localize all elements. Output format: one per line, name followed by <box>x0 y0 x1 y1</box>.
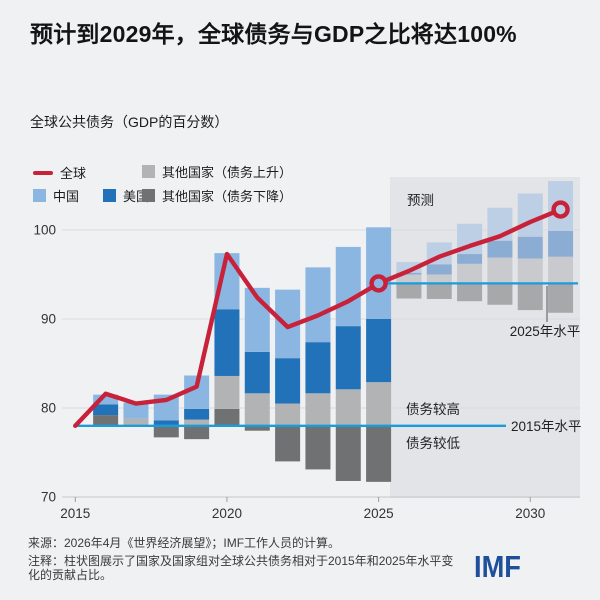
china-swatch <box>33 189 46 202</box>
bar-2020-us <box>214 309 240 376</box>
bar-2025-other_falling <box>366 425 392 482</box>
bar-2026-china <box>396 262 422 273</box>
page-title: 预计到2029年，全球债务与GDP之比将达100% <box>30 21 517 47</box>
debt-lower-label: 债务较低 <box>406 436 460 451</box>
bar-2022-other_falling <box>275 425 301 462</box>
legend-item-other-rising: 其他国家（债务上升） <box>142 162 292 181</box>
bar-2022-other_rising <box>275 403 301 426</box>
bar-2027-other_falling <box>426 283 452 299</box>
bar-2024-other_falling <box>335 425 361 481</box>
debt-higher-label: 债务较高 <box>406 401 460 417</box>
x-tick-label-2030: 2030 <box>515 506 545 521</box>
bar-2026-other_rising <box>396 274 422 284</box>
x-tick-label-2020: 2020 <box>212 506 242 521</box>
bar-2026-other_falling <box>396 283 422 299</box>
legend-item-global: 全球 <box>33 163 86 182</box>
bar-2019-other_rising <box>184 419 210 426</box>
bar-2031-other_falling <box>548 283 574 313</box>
bar-2031-us <box>548 230 574 257</box>
bar-2030-china <box>517 193 543 237</box>
bar-2030-us <box>517 236 543 259</box>
source-text: 来源：2026年4月《世界经济展望》；IMF工作人员的计算。 <box>28 536 341 550</box>
level-2015-label: 2015年水平 <box>511 419 582 434</box>
bar-2023-other_rising <box>305 393 331 426</box>
other-rising-swatch <box>142 165 155 178</box>
bar-2019-other_falling <box>184 425 210 440</box>
bar-2028-other_rising <box>457 263 483 284</box>
legend-item-other-falling: 其他国家（债务下降） <box>142 186 292 205</box>
bar-2023-us <box>305 342 331 394</box>
bar-2018-other_falling <box>153 425 179 438</box>
y-tick-label-70: 70 <box>41 490 56 505</box>
legend-item-china: 中国 <box>33 186 79 205</box>
legend-label-global: 全球 <box>60 166 87 181</box>
global-line <box>73 207 563 428</box>
bar-2029-us <box>487 240 513 258</box>
forecast-label: 预测 <box>407 193 434 208</box>
y-tick-label-90: 90 <box>41 312 56 327</box>
bar-2023-other_falling <box>305 425 331 470</box>
legend-label-other-rising: 其他国家（债务上升） <box>162 165 293 180</box>
x-tick-label-2025: 2025 <box>364 506 394 521</box>
y-tick-label-100: 100 <box>33 223 56 238</box>
bar-2016-other_falling <box>93 415 119 426</box>
y-tick-label-80: 80 <box>41 401 56 416</box>
marker-2025 <box>369 274 388 293</box>
bar-2021-other_rising <box>244 393 270 426</box>
bar-2018-us <box>153 420 179 425</box>
bar-2025-us <box>366 319 392 383</box>
global-line-swatch <box>33 170 53 175</box>
marker-2031 <box>551 200 570 219</box>
bar-2023-china <box>305 267 331 343</box>
bar-2026-us <box>396 272 422 275</box>
bar-2029-other_falling <box>487 283 513 305</box>
bar-2021-us <box>244 351 270 394</box>
bar-2024-other_rising <box>335 389 361 426</box>
bar-2020-other_rising <box>214 375 240 409</box>
us-swatch <box>103 189 116 202</box>
bar-2030-other_falling <box>517 283 543 311</box>
note-text: 注释：柱状图展示了国家及国家组对全球公共债务相对于2015年和2025年水平变化… <box>28 553 454 583</box>
x-tick-label-2015: 2015 <box>60 506 90 521</box>
bar-2022-us <box>275 358 301 404</box>
level-2025-label: 2025年水平 <box>510 324 581 339</box>
bar-2020-other_falling <box>214 408 240 426</box>
bar-2030-other_rising <box>517 258 543 284</box>
bar-2025-other_rising <box>366 382 392 426</box>
bar-2025-china <box>366 227 392 319</box>
bar-2027-other_rising <box>426 274 452 284</box>
bar-2016-us <box>93 404 119 416</box>
bar-2024-us <box>335 326 361 390</box>
chart-footer: 来源：2026年4月《世界经济展望》；IMF工作人员的计算。 注释：柱状图展示了… <box>28 536 460 583</box>
bar-2028-other_falling <box>457 283 483 302</box>
imf-logo: IMF <box>474 549 521 584</box>
bar-2019-us <box>184 408 210 420</box>
legend-label-china: 中国 <box>53 189 80 204</box>
bar-2017-china <box>123 402 149 419</box>
legend-label-other-falling: 其他国家（债务下降） <box>162 189 293 204</box>
bar-2027-us <box>426 264 452 275</box>
bar-2024-china <box>335 246 361 327</box>
chart-subtitle: 全球公共债务（GDP的百分数） <box>30 114 229 130</box>
bar-2029-other_rising <box>487 257 513 284</box>
bar-2031-other_rising <box>548 256 574 284</box>
other-falling-swatch <box>142 189 155 202</box>
bar-2028-us <box>457 254 483 264</box>
bar-2017-other_rising <box>123 418 149 426</box>
bar-2016-china <box>93 394 119 405</box>
bar-2021-other_falling <box>244 425 270 431</box>
